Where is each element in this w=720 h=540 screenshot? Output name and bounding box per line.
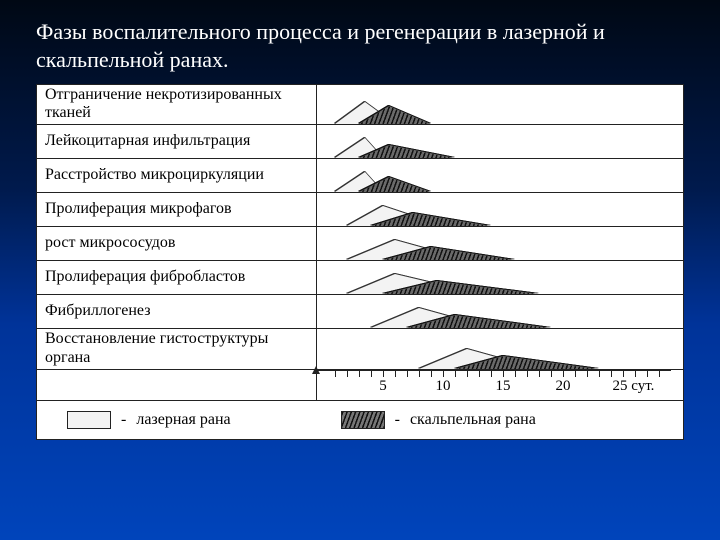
axis-tick-label: 10	[436, 378, 451, 395]
row-label: Пролиферация микрофагов	[37, 193, 317, 226]
row-chart-area	[317, 329, 683, 369]
chart-row: Пролиферация микрофагов	[37, 193, 683, 227]
row-chart-area	[317, 295, 683, 328]
row-label: рост микрососудов	[37, 227, 317, 260]
axis-tick	[527, 370, 528, 377]
axis-tick	[407, 370, 408, 377]
chart-card: Отграничение некротизированных тканейЛей…	[36, 84, 684, 440]
row-label: Фибриллогенез	[37, 295, 317, 328]
chart-row: Восстановление гистоструктуры органа	[37, 329, 683, 369]
axis-tick	[611, 370, 612, 377]
axis-tick	[443, 370, 444, 377]
row-label: Лейкоцитарная инфильтрация	[37, 125, 317, 158]
legend-sep: -	[395, 411, 400, 429]
axis-tick	[515, 370, 516, 377]
chart-row: Отграничение некротизированных тканей	[37, 85, 683, 125]
legend: - лазерная рана - скальпельная рана	[37, 401, 683, 439]
chart-row: рост микрососудов	[37, 227, 683, 261]
axis-tick	[419, 370, 420, 377]
axis-tick	[563, 370, 564, 377]
axis-tick	[623, 370, 624, 377]
axis-tick	[551, 370, 552, 377]
axis-spacer	[37, 370, 317, 400]
chart-row: Расстройство микроциркуляции	[37, 159, 683, 193]
legend-laser-swatch	[67, 411, 111, 429]
row-chart-area	[317, 261, 683, 294]
slide: Фазы воспалительного процесса и регенера…	[0, 0, 720, 540]
chart-row: Лейкоцитарная инфильтрация	[37, 125, 683, 159]
axis-tick	[467, 370, 468, 377]
axis-tick	[335, 370, 336, 377]
chart-row: Фибриллогенез	[37, 295, 683, 329]
legend-laser-label: лазерная рана	[136, 411, 230, 429]
axis-tick	[347, 370, 348, 377]
axis-tick-label: 25 сут.	[613, 378, 655, 395]
row-chart-area	[317, 227, 683, 260]
axis-tick	[659, 370, 660, 377]
axis-tick	[491, 370, 492, 377]
axis-tick	[455, 370, 456, 377]
row-chart-area	[317, 85, 683, 124]
axis-tick	[371, 370, 372, 377]
axis-area: 5 10 15 20 25 сут.	[317, 370, 683, 400]
axis-row: 5 10 15 20 25 сут.	[37, 369, 683, 401]
axis-tick-label: 5	[379, 378, 387, 395]
legend-laser: - лазерная рана	[67, 411, 231, 429]
axis-tick	[395, 370, 396, 377]
axis-arrow-icon	[312, 362, 320, 374]
axis-tick	[599, 370, 600, 377]
axis-tick-label: 15	[496, 378, 511, 395]
row-chart-area	[317, 159, 683, 192]
axis-tick	[575, 370, 576, 377]
chart-row: Пролиферация фибробластов	[37, 261, 683, 295]
row-chart-area	[317, 125, 683, 158]
slide-title: Фазы воспалительного процесса и регенера…	[36, 18, 684, 74]
row-label: Пролиферация фибробластов	[37, 261, 317, 294]
axis-tick	[503, 370, 504, 377]
axis-tick	[647, 370, 648, 377]
row-label: Отграничение некротизированных тканей	[37, 85, 317, 124]
row-chart-area	[317, 193, 683, 226]
axis-tick	[479, 370, 480, 377]
chart-rows: Отграничение некротизированных тканейЛей…	[37, 85, 683, 369]
legend-scalpel-swatch	[341, 411, 385, 429]
axis-tick-label: 20	[556, 378, 571, 395]
axis-tick	[587, 370, 588, 377]
axis-tick	[359, 370, 360, 377]
legend-scalpel: - скальпельная рана	[341, 411, 536, 429]
axis-tick	[539, 370, 540, 377]
axis-tick	[431, 370, 432, 377]
row-label: Восстановление гистоструктуры органа	[37, 329, 317, 369]
axis-tick	[383, 370, 384, 377]
row-label: Расстройство микроциркуляции	[37, 159, 317, 192]
legend-sep: -	[121, 411, 126, 429]
axis-tick	[635, 370, 636, 377]
legend-scalpel-label: скальпельная рана	[410, 411, 536, 429]
